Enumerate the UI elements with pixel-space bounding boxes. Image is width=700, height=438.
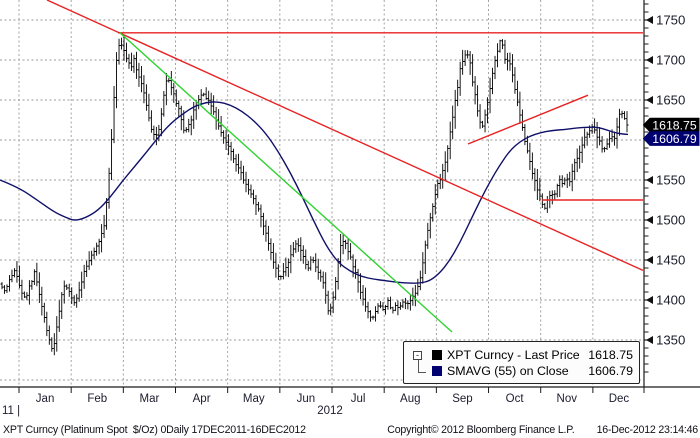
svg-text:1650: 1650: [656, 93, 685, 108]
price-chart-canvas[interactable]: 175017001650160015501500145014001350JanF…: [0, 0, 700, 420]
price-series-swatch: [432, 350, 442, 360]
svg-text:2012: 2012: [317, 405, 343, 417]
svg-text:Dec: Dec: [609, 393, 630, 405]
legend-value-smavg: 1606.79: [588, 364, 633, 378]
svg-text:1350: 1350: [656, 333, 685, 348]
svg-text:Nov: Nov: [557, 393, 578, 405]
svg-text:Jul: Jul: [351, 393, 366, 405]
svg-text:1550: 1550: [656, 173, 685, 188]
svg-text:1400: 1400: [656, 293, 685, 308]
svg-text:Sep: Sep: [452, 393, 472, 405]
svg-text:Apr: Apr: [193, 393, 211, 405]
svg-text:1750: 1750: [656, 13, 685, 28]
legend-value-price: 1618.75: [588, 348, 633, 362]
svg-text:Aug: Aug: [400, 393, 420, 405]
legend-expander-icon[interactable]: -: [413, 351, 422, 360]
svg-text:1618.75: 1618.75: [652, 118, 697, 132]
svg-text:Jan: Jan: [36, 393, 55, 405]
legend-row-price: XPT Curncy - Last Price 1618.75: [432, 347, 633, 363]
legend-label-smavg: SMAVG (55) on Close: [447, 364, 569, 378]
footer-copyright: Copyright© 2012 Bloomberg Finance L.P.: [387, 424, 575, 436]
svg-text:Jun: Jun: [297, 393, 316, 405]
svg-text:1500: 1500: [656, 213, 685, 228]
svg-text:1700: 1700: [656, 53, 685, 68]
svg-text:Oct: Oct: [506, 393, 525, 405]
smavg-series-swatch: [432, 366, 442, 376]
footer-ticker-description: XPT Curncy (Platinum Spot $/Oz) 0Daily 1…: [3, 424, 306, 436]
footer-datetime: 16-Dec-2012 23:14:46: [596, 424, 699, 436]
svg-text:1606.79: 1606.79: [652, 132, 697, 146]
svg-text:May: May: [243, 393, 265, 405]
legend-label-price: XPT Curncy - Last Price: [447, 348, 580, 362]
chart-legend: - XPT Curncy - Last Price 1618.75 SMAVG …: [403, 341, 640, 384]
legend-tree-bracket: -: [413, 350, 429, 374]
legend-row-smavg: SMAVG (55) on Close 1606.79: [432, 363, 633, 379]
svg-text:11 |: 11 |: [2, 405, 20, 417]
svg-text:Feb: Feb: [87, 393, 107, 405]
chart-footer: XPT Curncy (Platinum Spot $/Oz) 0Daily 1…: [3, 424, 698, 436]
svg-text:1450: 1450: [656, 253, 685, 268]
svg-text:Mar: Mar: [140, 393, 160, 405]
